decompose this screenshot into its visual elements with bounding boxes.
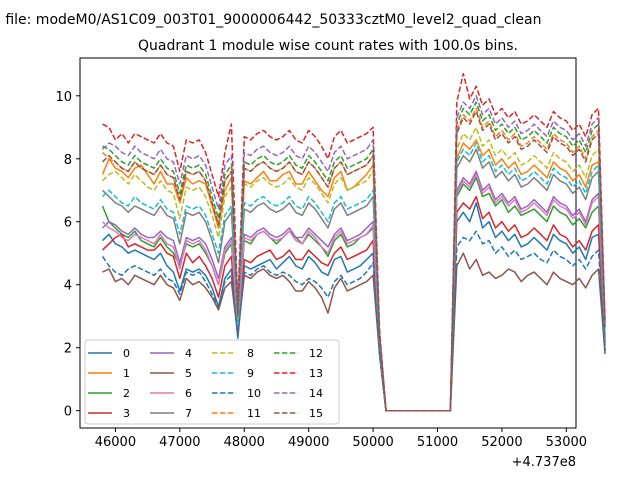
x-axis: 46000 47000 48000 49000 50000 51000 52000 53000 <box>95 428 587 450</box>
y-axis: 0 2 4 6 8 10 <box>55 90 80 420</box>
legend-label-6: 6 <box>185 387 192 400</box>
y-tick-label: 8 <box>64 153 72 168</box>
series-line-14 <box>101 95 606 412</box>
chart-title: Quadrant 1 module wise count rates with … <box>138 38 518 54</box>
legend-label-14: 14 <box>309 387 323 400</box>
y-tick-label: 4 <box>64 279 72 294</box>
legend-label-2: 2 <box>123 387 130 400</box>
legend-label-12: 12 <box>309 347 323 360</box>
legend-label-4: 4 <box>185 347 192 360</box>
x-tick-label: 51000 <box>417 435 458 450</box>
series-layer <box>101 72 606 412</box>
legend-label-8: 8 <box>247 347 254 360</box>
legend-frame <box>84 339 340 425</box>
series-line-3 <box>101 195 606 412</box>
legend-label-9: 9 <box>247 367 254 380</box>
legend-label-10: 10 <box>247 387 261 400</box>
y-tick-label: 10 <box>55 90 72 105</box>
figure-suptitle: n file: modeM0/AS1C09_003T01_9000006442_… <box>0 12 541 28</box>
series-line-6 <box>101 173 606 412</box>
legend-label-3: 3 <box>123 407 130 420</box>
series-line-1 <box>101 139 606 412</box>
legend-label-7: 7 <box>185 407 192 420</box>
series-line-12 <box>102 101 606 412</box>
series-line-5 <box>102 252 606 412</box>
x-tick-label: 53000 <box>546 435 587 450</box>
y-tick-label: 0 <box>64 405 72 420</box>
x-tick-label: 52000 <box>481 435 522 450</box>
legend-label-1: 1 <box>123 367 130 380</box>
legend-label-0: 0 <box>123 347 130 360</box>
series-line-11 <box>101 107 606 412</box>
y-tick-label: 6 <box>64 216 72 231</box>
series-line-4 <box>101 170 606 412</box>
x-tick-label: 46000 <box>95 435 136 450</box>
legend-label-11: 11 <box>247 407 261 420</box>
series-line-9 <box>101 142 606 412</box>
series-line-8 <box>101 126 606 412</box>
legend-label-5: 5 <box>185 367 192 380</box>
legend-label-15: 15 <box>309 407 323 420</box>
plot-area: 46000 47000 48000 49000 50000 51000 52000 53000… <box>55 57 606 450</box>
x-tick-label: 47000 <box>159 435 200 450</box>
legend-label-13: 13 <box>309 367 323 380</box>
x-tick-label: 50000 <box>352 435 393 450</box>
series-line-10 <box>101 230 606 412</box>
series-line-13 <box>102 72 606 412</box>
y-tick-label: 2 <box>64 342 72 357</box>
series-line-15 <box>101 110 606 412</box>
x-tick-label: 48000 <box>224 435 265 450</box>
x-tick-label: 49000 <box>288 435 329 450</box>
series-line-7 <box>101 148 606 412</box>
x-axis-offset-label: +4.737e8 <box>512 455 576 470</box>
series-line-0 <box>101 202 606 412</box>
